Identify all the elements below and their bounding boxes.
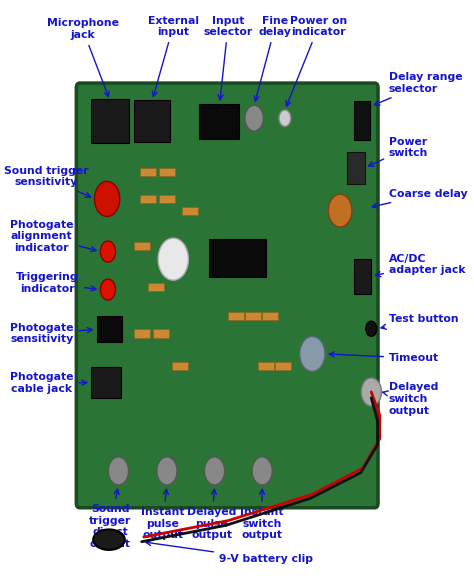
Bar: [228, 312, 245, 320]
Bar: [182, 207, 198, 215]
Bar: [275, 362, 291, 370]
Circle shape: [94, 181, 120, 216]
Text: Sound
trigger
direct
output: Sound trigger direct output: [89, 489, 131, 549]
Bar: [355, 259, 371, 294]
Text: Photogate
sensitivity: Photogate sensitivity: [10, 323, 92, 344]
Text: 9-V battery clip: 9-V battery clip: [146, 541, 313, 565]
Circle shape: [100, 279, 116, 300]
Text: Microphone
jack: Microphone jack: [46, 19, 118, 97]
FancyBboxPatch shape: [76, 83, 378, 508]
Bar: [159, 195, 175, 203]
Text: Delayed
pulse
output: Delayed pulse output: [187, 489, 237, 540]
Bar: [134, 329, 150, 338]
Text: Instant
pulse
output: Instant pulse output: [141, 489, 184, 540]
Bar: [91, 99, 129, 143]
Circle shape: [204, 457, 225, 485]
Text: Instant
switch
output: Instant switch output: [240, 489, 283, 540]
Text: Input
selector: Input selector: [203, 16, 253, 100]
Circle shape: [157, 457, 177, 485]
Text: Triggering
indicator: Triggering indicator: [17, 273, 96, 294]
Text: Coarse delay: Coarse delay: [372, 189, 468, 208]
Circle shape: [158, 238, 189, 280]
Text: Fine
delay: Fine delay: [254, 16, 292, 101]
Circle shape: [279, 110, 291, 126]
Circle shape: [361, 378, 382, 406]
Bar: [135, 100, 170, 142]
Circle shape: [366, 321, 377, 336]
Circle shape: [252, 457, 272, 485]
Ellipse shape: [93, 529, 125, 550]
Circle shape: [245, 105, 264, 131]
Text: Photogate
alignment
indicator: Photogate alignment indicator: [10, 220, 96, 253]
Bar: [97, 316, 122, 342]
Bar: [262, 312, 278, 320]
Bar: [148, 283, 164, 291]
Text: AC/DC
adapter jack: AC/DC adapter jack: [375, 254, 465, 277]
Text: Photogate
cable jack: Photogate cable jack: [10, 373, 87, 394]
Text: Power
switch: Power switch: [368, 137, 428, 166]
Bar: [347, 152, 365, 184]
Text: Delayed
switch
output: Delayed switch output: [383, 383, 438, 415]
Text: Delay range
selector: Delay range selector: [374, 73, 463, 105]
Bar: [140, 168, 156, 176]
Bar: [153, 329, 169, 338]
Bar: [200, 104, 239, 139]
Text: External
input: External input: [148, 16, 199, 97]
Bar: [172, 362, 188, 370]
Circle shape: [109, 457, 128, 485]
Bar: [246, 312, 261, 320]
Text: Sound trigger
sensitivity: Sound trigger sensitivity: [4, 166, 91, 197]
Bar: [134, 242, 150, 250]
Text: Power on
indicator: Power on indicator: [286, 16, 347, 106]
Circle shape: [100, 241, 116, 262]
Bar: [209, 239, 266, 277]
Bar: [159, 168, 175, 176]
Bar: [355, 101, 371, 140]
Circle shape: [300, 336, 325, 371]
Bar: [258, 362, 274, 370]
Bar: [91, 367, 121, 398]
Text: Test button: Test button: [381, 314, 459, 329]
Bar: [140, 195, 156, 203]
Text: Timeout: Timeout: [329, 352, 439, 363]
Circle shape: [328, 194, 352, 227]
